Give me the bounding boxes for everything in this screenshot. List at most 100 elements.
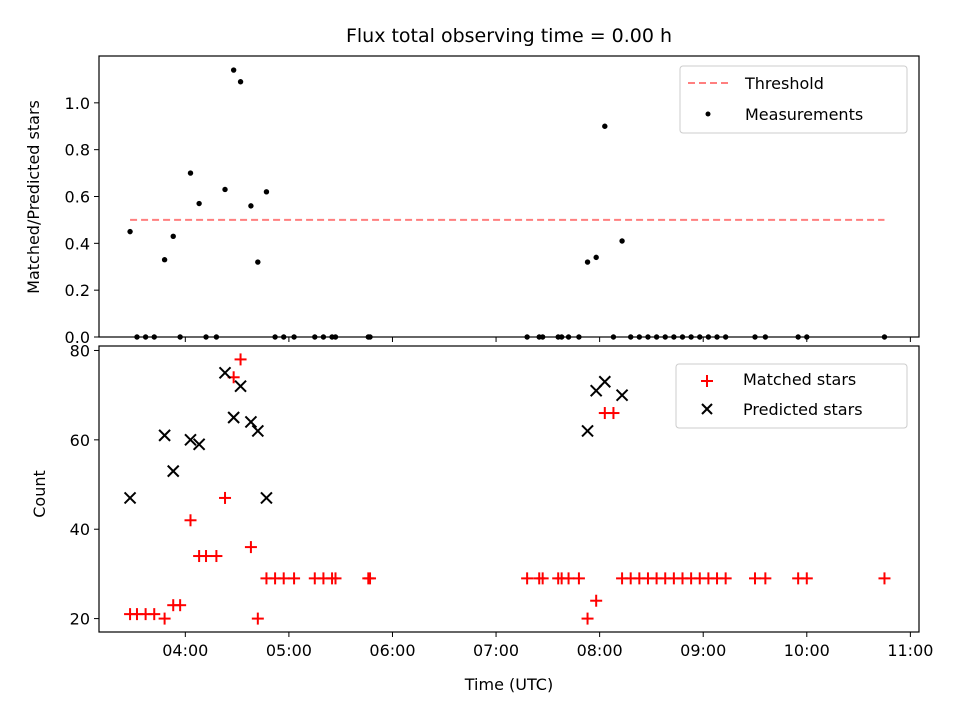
measurement-point bbox=[263, 189, 270, 195]
matched-star-point bbox=[364, 572, 377, 585]
matched-star-point bbox=[536, 572, 549, 585]
chart-title: Flux total observing time = 0.00 h bbox=[346, 25, 672, 47]
matched-star-point bbox=[174, 599, 187, 612]
measurement-point bbox=[177, 334, 183, 340]
matched-star-point bbox=[210, 550, 223, 563]
measurement-point bbox=[142, 334, 149, 340]
measurement-point bbox=[705, 334, 712, 340]
matched-star-point bbox=[200, 550, 213, 563]
measurement-point bbox=[584, 259, 591, 265]
measurement-point bbox=[134, 334, 140, 340]
predicted-star-mark-b bbox=[234, 380, 247, 393]
predicted-star-point bbox=[251, 424, 265, 438]
measurement-point bbox=[795, 334, 801, 340]
bottom-x-tick-label: 07:00 bbox=[473, 641, 519, 660]
top-y-tick-label: 0.6 bbox=[65, 188, 90, 207]
measurement-point bbox=[187, 170, 194, 176]
measurement-point bbox=[213, 334, 220, 340]
predicted-star-point bbox=[581, 424, 594, 438]
measurement-point bbox=[255, 259, 261, 265]
measurement-point bbox=[602, 123, 608, 129]
measurement-point bbox=[593, 254, 599, 261]
bottom-axes-frame bbox=[98, 345, 920, 633]
matched-star-point bbox=[277, 572, 290, 585]
bottom-y-tick-label: 40 bbox=[70, 520, 90, 539]
measurement-point bbox=[196, 200, 202, 207]
measurement-point bbox=[565, 334, 572, 340]
top-y-tick-label: 0.4 bbox=[65, 234, 90, 253]
measurement-point bbox=[762, 334, 769, 340]
measurement-point bbox=[628, 334, 634, 340]
matched-star-point bbox=[148, 608, 161, 621]
top-y-axis-label: Matched/Predicted stars bbox=[24, 100, 43, 294]
measurement-point bbox=[161, 257, 168, 263]
measurement-point bbox=[222, 186, 228, 193]
measurement-point bbox=[636, 334, 643, 340]
legend-measurements-swatch bbox=[705, 111, 711, 117]
matched-star-point bbox=[244, 541, 257, 554]
predicted-star-mark-b bbox=[184, 433, 197, 447]
measurement-point bbox=[722, 334, 729, 340]
measurement-point bbox=[714, 334, 720, 340]
measurement-point bbox=[539, 334, 546, 340]
measurement-point bbox=[291, 334, 297, 340]
predicted-star-point bbox=[123, 491, 137, 505]
predicted-star-point bbox=[244, 415, 258, 429]
matched-star-point bbox=[234, 353, 247, 366]
predicted-star-point bbox=[192, 438, 206, 451]
matched-star-point bbox=[749, 572, 761, 585]
predicted-star-point bbox=[598, 375, 612, 388]
measurement-point bbox=[576, 334, 582, 340]
legend-predicted-label: Predicted stars bbox=[743, 400, 863, 419]
measurement-point bbox=[610, 334, 617, 340]
measurement-point bbox=[688, 334, 694, 340]
predicted-star-mark-b bbox=[158, 429, 171, 442]
top-legend: Threshold Measurements bbox=[679, 65, 908, 134]
predicted-star-mark-b bbox=[244, 415, 258, 429]
matched-star-point bbox=[562, 572, 575, 585]
predicted-star-point bbox=[234, 380, 247, 393]
measurement-point bbox=[645, 334, 651, 340]
matched-star-point bbox=[184, 514, 197, 527]
measurement-point bbox=[272, 334, 278, 340]
top-legend-box bbox=[679, 65, 908, 134]
predicted-star-point bbox=[615, 388, 629, 402]
predicted-star-mark-b bbox=[192, 438, 206, 451]
measurement-point bbox=[170, 233, 176, 240]
matched-star-point bbox=[607, 407, 620, 420]
bottom-y-axis-label: Count bbox=[30, 470, 49, 518]
measurement-point bbox=[881, 334, 888, 340]
measurement-point bbox=[203, 334, 209, 340]
predicted-star-mark-b bbox=[260, 491, 273, 505]
matched-star-point bbox=[581, 612, 594, 625]
matched-star-point bbox=[251, 612, 264, 625]
top-y-tick-label: 0.2 bbox=[65, 281, 90, 300]
predicted-star-mark-b bbox=[123, 491, 137, 505]
measurement-point bbox=[151, 334, 157, 340]
predicted-star-mark-b bbox=[581, 424, 594, 438]
matched-star-point bbox=[288, 572, 301, 585]
bottom-legend: Matched stars Predicted stars bbox=[675, 363, 908, 429]
predicted-star-mark-b bbox=[615, 388, 629, 402]
matched-star-point bbox=[329, 572, 342, 585]
measurement-point bbox=[281, 334, 287, 340]
measurement-point bbox=[752, 334, 758, 340]
matched-star-point bbox=[759, 572, 772, 585]
matched-star-point bbox=[719, 572, 732, 585]
predicted-star-mark-b bbox=[251, 424, 265, 438]
top-y-tick-label: 0.0 bbox=[65, 328, 90, 347]
measurement-point bbox=[679, 334, 686, 340]
measurement-point bbox=[804, 334, 810, 340]
top-panel: 0.0 0.2 0.4 0.6 0.8 1.0 Matched/Predicted sta… bbox=[24, 55, 920, 347]
bottom-panel: 04:00 05:00 06:00 07:00 08:00 09:00 10:00 11:00… bbox=[30, 341, 933, 694]
matched-star-point bbox=[219, 491, 232, 504]
measurement-point bbox=[697, 334, 703, 340]
matched-star-point bbox=[878, 572, 891, 585]
predicted-star-point bbox=[184, 433, 197, 447]
bottom-x-tick-label: 04:00 bbox=[162, 641, 208, 660]
predicted-star-point bbox=[167, 464, 180, 478]
predicted-star-mark-b bbox=[598, 375, 612, 388]
predicted-star-point bbox=[227, 411, 240, 424]
bottom-plot-area: 04:00 05:00 06:00 07:00 08:00 09:00 10:00 11:00… bbox=[70, 341, 934, 660]
